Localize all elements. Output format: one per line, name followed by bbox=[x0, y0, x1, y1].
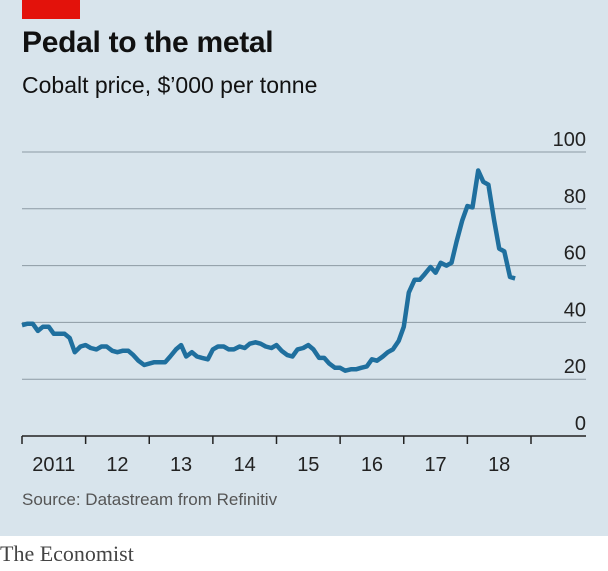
x-tick-label: 12 bbox=[106, 454, 128, 476]
x-tick-label: 13 bbox=[170, 454, 192, 476]
brand-tab bbox=[22, 0, 80, 19]
x-tick-label: 18 bbox=[488, 454, 510, 476]
y-tick-label: 80 bbox=[564, 186, 586, 208]
y-tick-label: 100 bbox=[553, 129, 586, 151]
x-tick-label: 17 bbox=[424, 454, 446, 476]
chart-title: Pedal to the metal bbox=[22, 26, 274, 59]
x-tick-label: 16 bbox=[361, 454, 383, 476]
y-tick-label: 60 bbox=[564, 243, 586, 265]
y-tick-label: 40 bbox=[564, 299, 586, 321]
x-tick-label: 2011 bbox=[32, 454, 75, 476]
chart-subtitle: Cobalt price, $’000 per tonne bbox=[22, 72, 318, 98]
y-tick-label: 0 bbox=[575, 413, 586, 435]
x-tick-label: 14 bbox=[234, 454, 256, 476]
series-line-cobalt-price bbox=[21, 168, 516, 373]
source-note: Source: Datastream from Refinitiv bbox=[22, 490, 278, 509]
line-chart: 0 20 40 60 80 100 2011 12 13 14 15 16 17 18 bbox=[21, 129, 586, 476]
y-tick-label: 20 bbox=[564, 356, 586, 378]
publisher-logo: The Economist bbox=[0, 541, 134, 566]
x-tick-label: 15 bbox=[297, 454, 319, 476]
